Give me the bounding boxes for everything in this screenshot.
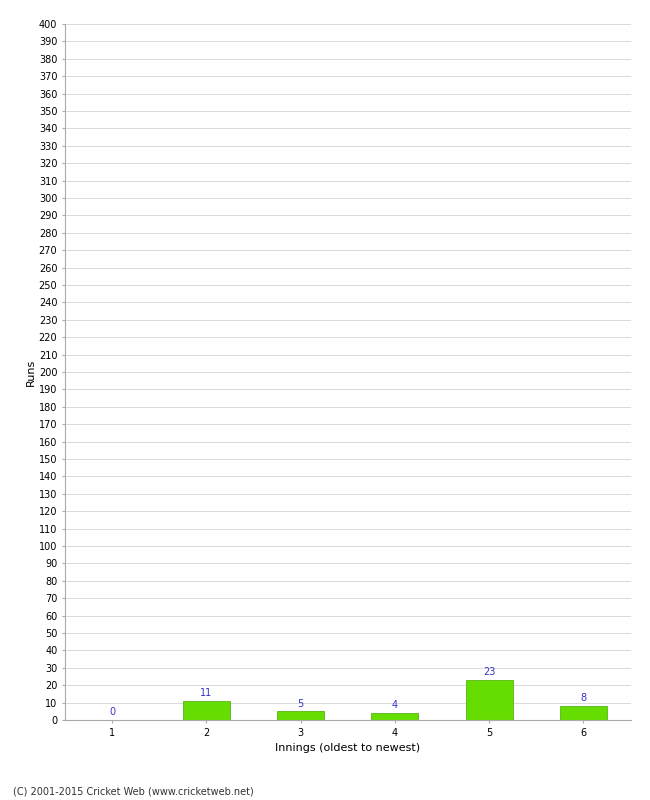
Bar [183,701,230,720]
X-axis label: Innings (oldest to newest): Innings (oldest to newest) [275,743,421,753]
Text: 0: 0 [109,707,115,718]
Bar [371,713,419,720]
Text: (C) 2001-2015 Cricket Web (www.cricketweb.net): (C) 2001-2015 Cricket Web (www.cricketwe… [13,786,254,796]
Y-axis label: Runs: Runs [26,358,36,386]
Text: 8: 8 [580,694,586,703]
Bar [465,680,513,720]
Bar [277,711,324,720]
Bar [560,706,607,720]
Text: 5: 5 [298,698,304,709]
Text: 23: 23 [483,667,495,678]
Text: 11: 11 [200,688,213,698]
Text: 4: 4 [392,701,398,710]
